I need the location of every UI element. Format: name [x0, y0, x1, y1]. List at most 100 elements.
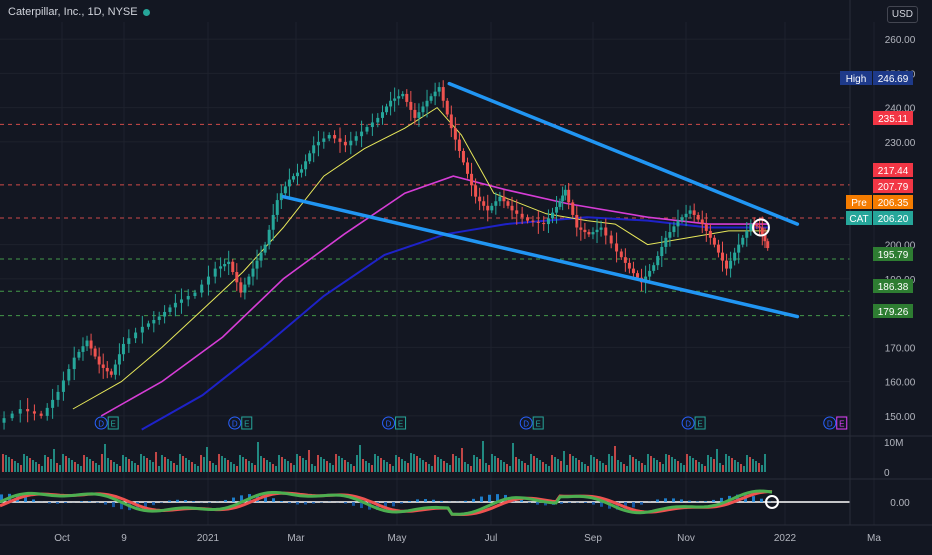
volume-bar — [602, 463, 604, 472]
volume-bar — [35, 462, 37, 472]
volume-bar — [332, 465, 334, 472]
oscillator-histogram-bar — [352, 502, 355, 506]
volume-bar — [578, 460, 580, 472]
volume-bar — [617, 460, 619, 472]
volume-bar — [731, 458, 733, 472]
oscillator-histogram-bar — [400, 502, 403, 504]
volume-bar — [632, 457, 634, 472]
oscillator-histogram-bar — [176, 500, 179, 502]
oscillator-histogram-bar — [296, 502, 299, 504]
volume-bar — [152, 462, 154, 472]
volume-bar — [452, 454, 454, 472]
event-marker-label: E — [398, 420, 403, 429]
candle-body — [600, 228, 603, 230]
candle-body — [193, 293, 196, 296]
price-label-tag: CAT — [849, 214, 868, 225]
volume-bar — [143, 456, 145, 472]
volume-bar — [62, 454, 64, 472]
candle-body — [506, 201, 509, 206]
oscillator-histogram-bar — [632, 502, 635, 507]
event-marker-label: E — [697, 420, 702, 429]
volume-bar — [314, 466, 316, 472]
volume-bar — [356, 455, 358, 472]
currency-button[interactable]: USD — [887, 6, 918, 23]
candle-body — [57, 392, 60, 400]
candle-body — [462, 151, 465, 162]
volume-bar — [347, 462, 349, 472]
symbol-title: Caterpillar, Inc., 1D, NYSE — [8, 6, 138, 18]
time-tick-label: Ma — [867, 533, 881, 544]
volume-bar — [725, 454, 727, 472]
volume-bar — [581, 462, 583, 472]
volume-bar — [239, 455, 241, 472]
volume-bar — [377, 456, 379, 472]
candle-body — [268, 230, 271, 245]
volume-bar — [728, 456, 730, 472]
candle-body — [482, 201, 485, 206]
oscillator-histogram-bar — [704, 501, 707, 502]
volume-bar — [443, 461, 445, 472]
candle-body — [478, 197, 481, 202]
volume-bar — [431, 466, 433, 472]
volume-bar — [164, 457, 166, 472]
candle-body — [430, 96, 433, 101]
trendline — [449, 84, 797, 224]
candle-body — [227, 262, 230, 264]
volume-bar — [437, 457, 439, 472]
candle-body — [235, 272, 238, 282]
candle-body — [470, 174, 473, 185]
oscillator-histogram-bar — [408, 501, 411, 502]
volume-bar — [611, 456, 613, 472]
volume-bar — [245, 459, 247, 472]
candle-body — [118, 354, 121, 364]
oscillator-histogram-bar — [392, 502, 395, 506]
volume-bar — [215, 465, 217, 472]
volume-bar — [317, 455, 319, 472]
time-tick-label: May — [388, 533, 407, 544]
volume-bar — [305, 460, 307, 472]
candle-body — [490, 206, 493, 211]
volume-tick-label: 10M — [884, 438, 903, 449]
candle-body — [127, 338, 130, 344]
oscillator-histogram-bar — [528, 502, 531, 503]
oscillator-histogram-bar — [416, 499, 419, 502]
oscillator-histogram-bar — [64, 502, 67, 503]
price-label-value: 235.11 — [878, 114, 908, 125]
volume-bar — [479, 459, 481, 472]
volume-bar — [248, 461, 250, 472]
oscillator-histogram-bar — [488, 495, 491, 502]
volume-bar — [200, 455, 202, 472]
volume-bar — [362, 459, 364, 472]
volume-bar — [584, 464, 586, 472]
candle-body — [73, 358, 76, 369]
candle-body — [86, 341, 89, 347]
volume-bar — [191, 462, 193, 472]
volume-bar — [131, 461, 133, 472]
volume-bar — [173, 463, 175, 472]
volume-bar — [464, 462, 466, 472]
candle-body — [511, 206, 514, 211]
volume-bar — [176, 465, 178, 472]
volume-bar — [320, 457, 322, 472]
volume-bar — [641, 463, 643, 472]
volume-bar — [266, 460, 268, 472]
event-marker-label: D — [386, 420, 392, 429]
oscillator-histogram-bar — [424, 499, 427, 502]
volume-bar — [428, 464, 430, 472]
candle-body — [322, 138, 325, 141]
volume-bar — [404, 461, 406, 472]
volume-bar — [50, 459, 52, 472]
candle-body — [446, 101, 449, 115]
volume-bar — [557, 459, 559, 472]
volume-bar — [20, 465, 22, 472]
candle-body — [81, 346, 84, 352]
trendline-layer — [283, 84, 797, 317]
candle-body — [438, 87, 441, 92]
oscillator-histogram-bar — [80, 501, 83, 502]
volume-bar — [107, 458, 109, 472]
volume-bar — [104, 444, 106, 472]
volume-bar — [53, 449, 55, 472]
volume-bar — [605, 465, 607, 472]
volume-bar — [497, 458, 499, 472]
